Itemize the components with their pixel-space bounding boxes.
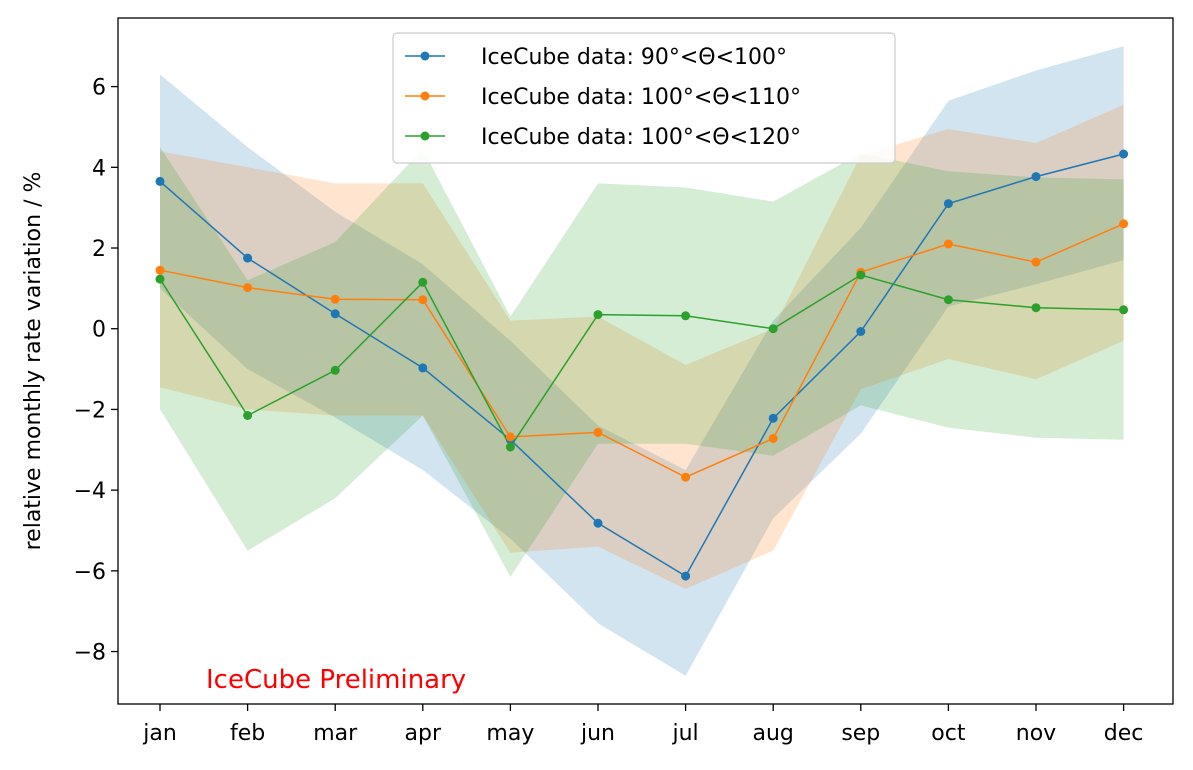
point-series-2-may [505, 432, 515, 442]
legend-label-3: IceCube data: 100°<Θ<120° [481, 125, 801, 150]
point-series-3-aug [768, 324, 778, 334]
point-series-3-jan [155, 274, 165, 284]
point-series-1-nov [1031, 172, 1041, 182]
point-series-2-nov [1031, 257, 1041, 267]
y-tick-label: −2 [74, 398, 106, 423]
line-series-2 [159, 223, 1124, 479]
band-series-1 [160, 46, 1124, 676]
series-lines [159, 153, 1124, 578]
y-axis-label: relative monthly rate variation / % [21, 172, 46, 551]
y-tick-label: −6 [74, 560, 106, 585]
line-series-1 [159, 153, 1124, 578]
point-series-1-feb [243, 253, 253, 263]
point-series-3-jul [681, 311, 691, 321]
point-series-2-mar [330, 294, 340, 304]
preliminary-annotation: IceCube Preliminary [206, 665, 466, 695]
point-series-2-oct [943, 239, 953, 249]
legend-box [392, 32, 896, 164]
x-tick-label-aug: aug [753, 721, 794, 746]
point-series-3-oct [943, 295, 953, 305]
point-series-1-jun [593, 518, 603, 528]
y-tick-label: −4 [74, 479, 106, 504]
plot-frame [117, 17, 1174, 705]
x-tick-label-jun: jun [580, 721, 615, 746]
point-series-3-apr [418, 277, 428, 287]
legend: IceCube data: 90°<Θ<100° IceCube data: 10… [392, 32, 896, 164]
legend-label-2: IceCube data: 100°<Θ<110° [481, 85, 801, 110]
point-series-1-sep [856, 327, 866, 336]
x-tick-label-apr: apr [405, 721, 442, 746]
legend-marker-3 [420, 131, 430, 141]
series-points [155, 149, 1129, 581]
x-tick-label-may: may [486, 721, 534, 746]
band-series-3 [160, 147, 1124, 577]
x-tick-label-jul: jul [672, 721, 699, 746]
y-tick-label: 2 [92, 237, 106, 262]
y-tick-label: 6 [92, 76, 106, 101]
x-tick-label-nov: nov [1016, 721, 1056, 746]
x-tick-label-feb: feb [230, 721, 265, 746]
point-series-1-dec [1119, 149, 1129, 159]
x-tick-label-oct: oct [931, 721, 966, 746]
point-series-2-jul [681, 472, 691, 482]
y-tick-label: 4 [92, 156, 106, 181]
x-tick-label-sep: sep [841, 721, 880, 746]
point-series-3-feb [243, 411, 253, 420]
point-series-2-dec [1119, 219, 1129, 229]
point-series-1-jan [155, 176, 165, 186]
point-series-3-nov [1031, 303, 1041, 313]
point-series-3-sep [856, 270, 866, 280]
point-series-2-jan [155, 265, 165, 275]
point-series-2-jun [593, 427, 603, 437]
x-tick-label-jan: jan [142, 721, 177, 746]
uncertainty-bands [160, 46, 1124, 676]
point-series-2-apr [418, 295, 428, 305]
legend-marker-1 [420, 51, 430, 61]
legend-label-1: IceCube data: 90°<Θ<100° [481, 45, 787, 70]
point-series-1-mar [330, 309, 340, 319]
point-series-1-aug [768, 413, 778, 423]
band-series-2 [160, 104, 1124, 590]
y-tick-label: 0 [92, 318, 106, 343]
x-tick-label-dec: dec [1104, 721, 1144, 746]
point-series-3-jun [593, 310, 603, 320]
line-series-3 [159, 274, 1124, 449]
point-series-1-jul [681, 571, 691, 581]
legend-marker-2 [420, 91, 430, 101]
point-series-3-mar [330, 365, 340, 375]
point-series-3-dec [1119, 305, 1129, 315]
point-series-1-oct [943, 199, 953, 209]
point-series-2-feb [243, 283, 253, 293]
point-series-2-aug [768, 434, 778, 443]
y-axis: −8 −6 −4 −2 0 2 4 6 [74, 76, 118, 666]
x-axis: jan feb mar apr may jun jul aug sep oct nov dec [142, 704, 1143, 746]
point-series-3-may [505, 442, 515, 452]
y-tick-label: −8 [74, 641, 106, 666]
x-tick-label-mar: mar [313, 721, 358, 746]
point-series-1-apr [418, 363, 428, 373]
